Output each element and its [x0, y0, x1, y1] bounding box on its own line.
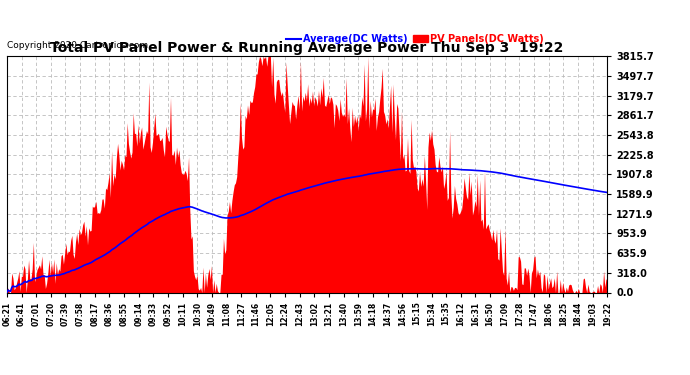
Legend: Average(DC Watts), PV Panels(DC Watts): Average(DC Watts), PV Panels(DC Watts)	[282, 30, 548, 48]
Title: Total PV Panel Power & Running Average Power Thu Sep 3  19:22: Total PV Panel Power & Running Average P…	[50, 41, 564, 55]
Text: Copyright 2020 Cartronics.com: Copyright 2020 Cartronics.com	[7, 41, 148, 50]
